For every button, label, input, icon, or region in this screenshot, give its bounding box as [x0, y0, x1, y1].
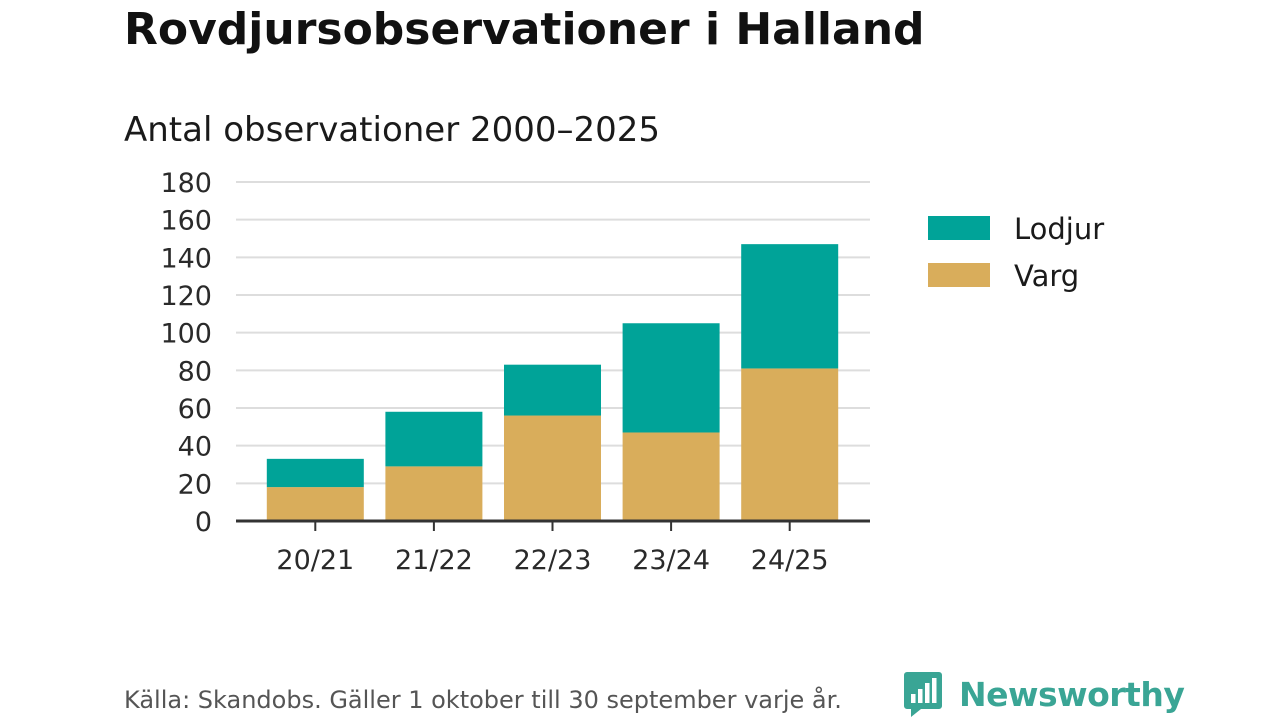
chart-title: Rovdjursobservationer i Halland	[124, 4, 925, 55]
bar-lodjur-20-21	[266, 458, 364, 488]
legend-swatch-lodjur	[928, 216, 990, 240]
y-tick-label: 0	[195, 507, 212, 538]
legend-label-varg: Varg	[1014, 259, 1079, 293]
brand-logo: Newsworthy	[903, 670, 1185, 718]
bar-chart-speech-bubble-icon	[904, 672, 942, 717]
legend-swatch-varg	[928, 263, 990, 287]
y-tick-label: 160	[160, 206, 212, 237]
bar-varg-24-25	[741, 368, 839, 521]
y-tick-label: 80	[178, 356, 212, 387]
x-tick-label: 23/24	[632, 545, 710, 576]
y-tick-label: 140	[160, 243, 212, 274]
source-note: Källa: Skandobs. Gäller 1 oktober till 3…	[124, 686, 842, 714]
bar-lodjur-23-24	[622, 323, 720, 433]
y-tick-label: 40	[178, 432, 212, 463]
brand-name: Newsworthy	[959, 674, 1185, 714]
y-tick-label: 180	[160, 168, 212, 199]
y-tick-label: 120	[160, 281, 212, 312]
legend-label-lodjur: Lodjur	[1014, 212, 1104, 246]
x-tick-label: 24/25	[751, 545, 829, 576]
bar-varg-21-22	[385, 466, 483, 521]
bars-layer	[266, 244, 839, 521]
bar-lodjur-21-22	[385, 411, 483, 467]
bar-varg-23-24	[622, 432, 720, 521]
bar-varg-22-23	[504, 415, 601, 521]
bar-lodjur-24-25	[741, 244, 839, 369]
y-tick-label: 60	[178, 394, 212, 425]
legend: Lodjur Varg	[928, 212, 1104, 293]
axis-layer: 0 20 40 60 80 100 120 140 160 180 20/21 21/22 22/23 2…	[160, 168, 870, 576]
x-tick-label: 20/21	[276, 545, 354, 576]
bar-lodjur-22-23	[504, 364, 601, 416]
y-tick-label: 20	[178, 469, 212, 500]
chart-subtitle: Antal observationer 2000–2025	[124, 110, 661, 150]
x-tick-label: 21/22	[395, 545, 473, 576]
x-tick-label: 22/23	[514, 545, 592, 576]
y-tick-label: 100	[160, 319, 212, 350]
bar-varg-20-21	[266, 487, 364, 521]
